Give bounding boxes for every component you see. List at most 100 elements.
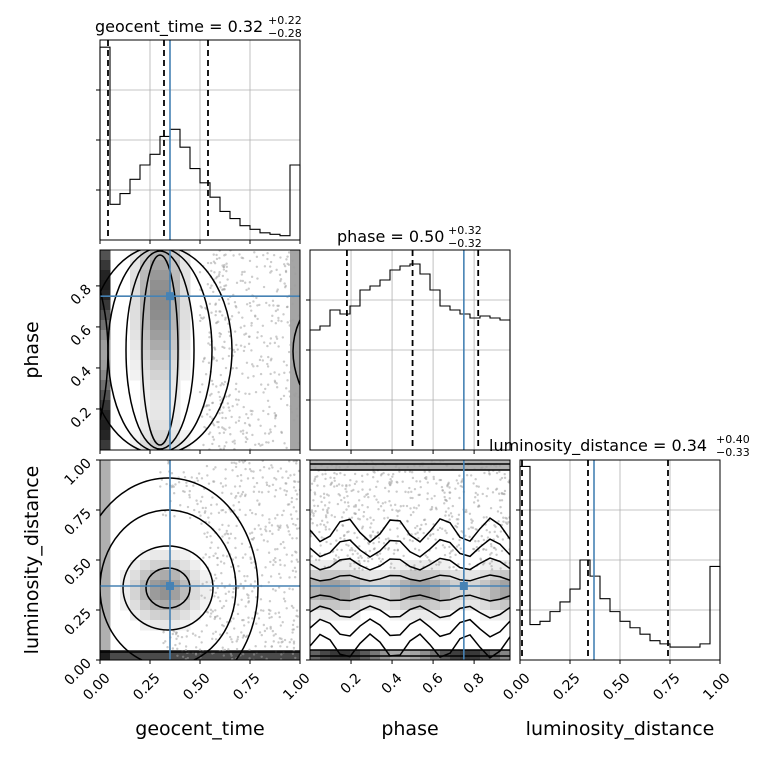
density-cell — [140, 430, 151, 441]
scatter-point — [281, 336, 285, 339]
scatter-point — [260, 334, 263, 338]
scatter-point — [489, 542, 493, 546]
scatter-point — [248, 335, 251, 338]
scatter-point — [396, 549, 399, 552]
scatter-point — [280, 431, 284, 435]
scatter-point — [247, 616, 250, 619]
scatter-point — [204, 373, 208, 376]
scatter-point — [212, 480, 215, 483]
scatter-point — [346, 501, 350, 504]
scatter-point — [456, 482, 460, 485]
scatter-point — [270, 615, 273, 619]
xtick-label-phase: 0.2 — [338, 670, 365, 697]
scatter-point — [160, 478, 164, 481]
scatter-point — [295, 462, 298, 465]
density-cell — [100, 250, 111, 261]
scatter-point — [361, 504, 364, 507]
scatter-point — [219, 286, 222, 289]
scatter-point — [209, 608, 213, 612]
density-cell — [180, 290, 191, 301]
density-cell — [180, 550, 191, 561]
density-cell — [100, 260, 111, 271]
density-cell — [100, 570, 111, 581]
scatter-point — [276, 308, 279, 311]
density-cell — [130, 300, 141, 311]
scatter-point — [409, 568, 413, 571]
scatter-point — [264, 525, 267, 528]
density-cell — [150, 400, 161, 411]
scatter-point — [256, 548, 259, 552]
scatter-point — [366, 560, 370, 563]
scatter-point — [349, 564, 352, 568]
scatter-point — [277, 572, 281, 576]
density-cell — [320, 600, 331, 611]
density-cell — [100, 500, 111, 511]
density-cell — [290, 260, 300, 271]
scatter-point — [224, 318, 227, 321]
scatter-point — [485, 465, 488, 468]
scatter-point — [204, 553, 207, 556]
xtick-label-geocent_time: 1.00 — [280, 670, 313, 703]
scatter-point — [216, 614, 219, 618]
scatter-point — [248, 281, 252, 284]
scatter-point — [228, 426, 231, 429]
scatter-point — [274, 589, 277, 592]
scatter-point — [295, 497, 298, 501]
scatter-point — [184, 645, 188, 648]
scatter-point — [426, 537, 430, 540]
scatter-point — [422, 531, 425, 535]
scatter-point — [286, 526, 290, 529]
scatter-point — [375, 485, 378, 489]
scatter-point — [233, 627, 236, 630]
scatter-point — [495, 471, 499, 475]
scatter-point — [226, 402, 230, 405]
scatter-point — [221, 523, 224, 527]
scatter-point — [287, 476, 290, 480]
scatter-point — [277, 528, 280, 532]
scatter-point — [419, 527, 422, 530]
density-cell — [290, 250, 300, 261]
scatter-point — [499, 478, 502, 481]
scatter-point — [366, 473, 369, 476]
contour-line — [310, 574, 510, 582]
density-cell — [170, 610, 181, 621]
scatter-point — [375, 553, 378, 557]
scatter-point — [237, 311, 241, 314]
scatter-point — [292, 640, 296, 643]
scatter-point — [295, 551, 298, 554]
scatter-point — [234, 556, 237, 559]
density-cell — [100, 530, 111, 541]
scatter-point — [221, 649, 225, 652]
scatter-point — [199, 305, 202, 308]
scatter-point — [221, 274, 225, 278]
scatter-point — [367, 541, 370, 545]
scatter-point — [379, 505, 383, 508]
scatter-point — [226, 620, 229, 624]
scatter-point — [268, 600, 272, 603]
scatter-point — [294, 570, 298, 573]
scatter-point — [241, 256, 245, 260]
density-cell — [170, 590, 181, 601]
scatter-point — [211, 383, 215, 386]
scatter-point — [205, 580, 208, 584]
scatter-point — [198, 390, 202, 394]
scatter-point — [248, 259, 252, 263]
scatter-point — [425, 475, 428, 479]
scatter-point — [347, 505, 350, 508]
density-cell — [170, 340, 181, 351]
scatter-point — [240, 493, 244, 496]
scatter-point — [285, 645, 289, 649]
density-cell — [150, 310, 161, 321]
scatter-point — [310, 511, 314, 514]
scatter-point — [493, 530, 496, 534]
scatter-point — [471, 526, 475, 529]
scatter-point — [396, 535, 400, 538]
scatter-point — [224, 416, 227, 420]
scatter-point — [500, 491, 504, 495]
title-geocent-time-plus: +0.22 — [268, 14, 302, 27]
density-cell — [160, 570, 171, 581]
density-cell — [130, 320, 141, 331]
scatter-point — [231, 367, 235, 370]
density-cell — [130, 310, 141, 321]
scatter-point — [326, 466, 329, 469]
